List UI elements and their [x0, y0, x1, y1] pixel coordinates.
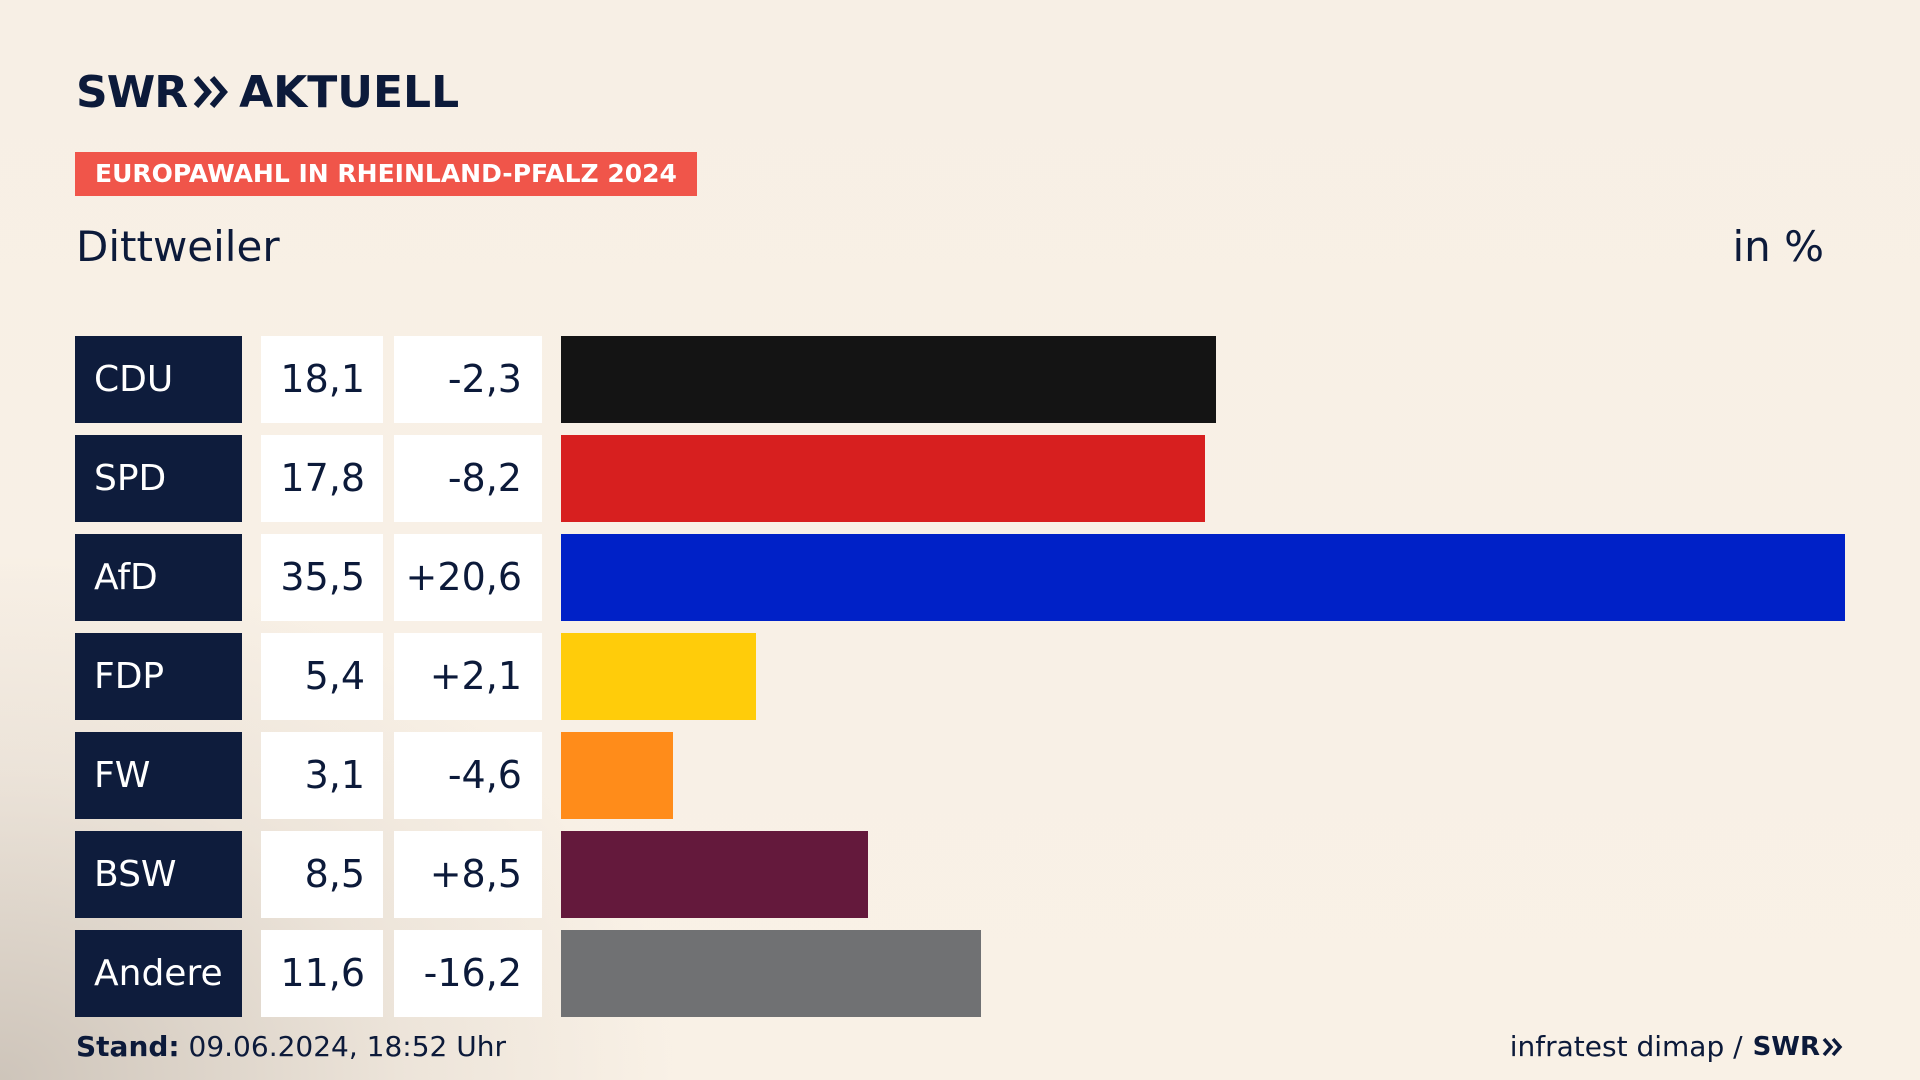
timestamp: Stand: 09.06.2024, 18:52 Uhr [76, 1030, 506, 1063]
vote-change-value: -8,2 [394, 435, 542, 522]
double-chevron-icon [1822, 1037, 1843, 1056]
logo-swr-text: SWR [76, 66, 188, 118]
swr-aktuell-logo: SWR AKTUELL [76, 66, 459, 118]
footer-swr-logo: SWR [1753, 1032, 1844, 1062]
party-label: AfD [75, 534, 242, 621]
logo-aktuell-text: AKTUELL [239, 66, 460, 118]
result-bar [561, 336, 1216, 423]
unit-label: in % [1732, 222, 1824, 271]
party-label: BSW [75, 831, 242, 918]
source-text: infratest dimap / [1509, 1030, 1743, 1063]
vote-share-value: 3,1 [261, 732, 383, 819]
result-bar [561, 435, 1205, 522]
party-label: FDP [75, 633, 242, 720]
vote-share-value: 5,4 [261, 633, 383, 720]
vote-share-value: 17,8 [261, 435, 383, 522]
vote-change-value: -16,2 [394, 930, 542, 1017]
result-bar [561, 930, 981, 1017]
stand-label: Stand: [76, 1030, 180, 1063]
result-bar [561, 633, 756, 720]
vote-share-value: 8,5 [261, 831, 383, 918]
stand-value: 09.06.2024, 18:52 Uhr [188, 1030, 506, 1063]
vote-share-value: 18,1 [261, 336, 383, 423]
result-bar [561, 831, 868, 918]
source-credit: infratest dimap / SWR [1510, 1030, 1844, 1063]
vote-change-value: -2,3 [394, 336, 542, 423]
vote-change-value: -4,6 [394, 732, 542, 819]
footer-swr-text: SWR [1752, 1031, 1820, 1062]
result-bar [561, 534, 1845, 621]
vote-share-value: 11,6 [261, 930, 383, 1017]
party-label: SPD [75, 435, 242, 522]
election-badge: EUROPAWAHL IN RHEINLAND-PFALZ 2024 [75, 152, 697, 196]
party-label: CDU [75, 336, 242, 423]
vote-change-value: +2,1 [394, 633, 542, 720]
vote-change-value: +20,6 [394, 534, 542, 621]
party-label: Andere [75, 930, 242, 1017]
result-bar [561, 732, 673, 819]
vote-change-value: +8,5 [394, 831, 542, 918]
party-label: FW [75, 732, 242, 819]
region-title: Dittweiler [76, 222, 280, 271]
double-chevron-icon [193, 76, 229, 108]
vote-share-value: 35,5 [261, 534, 383, 621]
